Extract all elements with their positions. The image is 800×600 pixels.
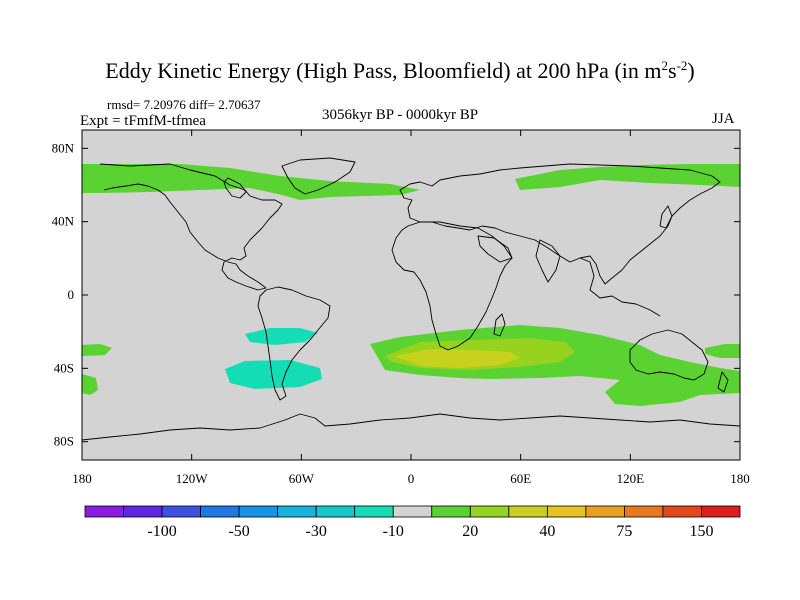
colorbar-swatch-5	[277, 505, 317, 518]
colorbar-label: -100	[147, 523, 176, 540]
coastline-antarctica	[82, 413, 740, 441]
coastline-africa	[391, 221, 513, 351]
colorbar-label: 75	[616, 523, 632, 540]
coastline-greenland	[281, 157, 356, 195]
anomaly-region-tasman	[705, 344, 740, 358]
anomaly-region-south-pacific-west	[82, 344, 112, 356]
experiment-label: Expt = tFmfM-tfmea	[80, 113, 206, 129]
lon-tick-label: 180	[730, 471, 750, 486]
lon-tick-label: 120E	[617, 471, 645, 486]
title-mid: s	[668, 58, 677, 83]
colorbar: -100 -50 -30 -10 20 40 75 150	[84, 505, 741, 540]
colorbar-swatch-15	[662, 505, 702, 518]
coastline-hudson-bay	[223, 177, 247, 199]
colorbar-label: -30	[306, 523, 327, 540]
lat-tick-label: 80N	[52, 140, 75, 155]
coastlines	[82, 157, 740, 441]
coastline-madagascar	[493, 313, 506, 337]
coastline-europe-asia	[399, 163, 721, 285]
colorbar-swatch-6	[315, 505, 356, 518]
coastline-southeast-asia	[579, 257, 661, 317]
colorbar-swatch-13	[585, 505, 625, 518]
title-main: Eddy Kinetic Energy (High Pass, Bloomfie…	[105, 58, 662, 83]
stats-text: rmsd= 7.20976 diff= 2.70637	[107, 97, 261, 112]
colorbar-swatch-11	[508, 505, 548, 518]
colorbar-swatch-16	[701, 505, 741, 518]
coastline-arabia	[477, 235, 513, 263]
colorbar-label: -10	[383, 523, 404, 540]
period-label: 3056kyr BP - 0000kyr BP	[322, 107, 479, 123]
lon-tick-label: 0	[408, 471, 415, 486]
colorbar-swatch-12	[546, 505, 587, 518]
colorbar-label: 40	[539, 523, 555, 540]
colorbar-swatch-2	[161, 505, 201, 518]
anomaly-region-southeast-pacific-1	[245, 328, 318, 345]
colorbar-swatch-0	[84, 505, 124, 518]
title-sup-2: -2	[676, 58, 688, 73]
anomaly-region-north-atlantic	[82, 164, 420, 200]
coastline-india	[535, 239, 561, 283]
lon-tick-label: 60W	[289, 471, 315, 486]
colorbar-label: 150	[689, 523, 713, 540]
colorbar-swatch-8	[392, 505, 433, 518]
latitude-axis: 80N 40N 0 40S 80S	[52, 140, 740, 449]
lon-tick-label: 120W	[176, 471, 209, 486]
lat-tick-label: 0	[68, 287, 75, 302]
lon-tick-label: 180	[72, 471, 92, 486]
anomaly-region-south-pacific-west-2	[82, 374, 98, 395]
longitude-axis: 180 120W 60W 0 60E 120E 180	[72, 130, 750, 486]
anomaly-region-north-pacific	[515, 164, 740, 190]
colorbar-swatch-9	[431, 505, 471, 518]
lat-tick-label: 40N	[52, 214, 75, 229]
title-sup-1: 2	[661, 58, 669, 73]
colorbar-swatch-3	[200, 505, 240, 518]
lat-tick-label: 80S	[54, 434, 74, 449]
colorbar-swatch-4	[238, 505, 279, 518]
colorbar-swatch-14	[624, 505, 664, 518]
coastline-japan	[659, 205, 673, 229]
colorbar-swatch-10	[469, 505, 510, 518]
colorbar-label: -50	[228, 523, 249, 540]
coastline-australia	[629, 329, 709, 381]
map-panel: 80N 40N 0 40S 80S 180 120W 60W 0 60E 120E 180	[52, 129, 750, 486]
coastline-new-zealand	[717, 371, 729, 393]
colorbar-label: 20	[462, 523, 478, 540]
coastline-south-america	[257, 286, 331, 401]
colorbar-swatch-1	[123, 505, 163, 518]
anomaly-region-south-indian-ocean-max	[395, 349, 520, 368]
coastline-north-america	[99, 163, 283, 291]
lon-tick-label: 60E	[510, 471, 531, 486]
anomaly-fields	[82, 164, 740, 406]
anomaly-region-southeast-pacific-2	[225, 360, 322, 389]
lat-tick-label: 40S	[54, 360, 74, 375]
title-end: )	[687, 58, 695, 83]
plot-title: Eddy Kinetic Energy (High Pass, Bloomfie…	[0, 58, 800, 84]
colorbar-swatch-7	[354, 505, 394, 518]
season-label: JJA	[712, 111, 735, 127]
